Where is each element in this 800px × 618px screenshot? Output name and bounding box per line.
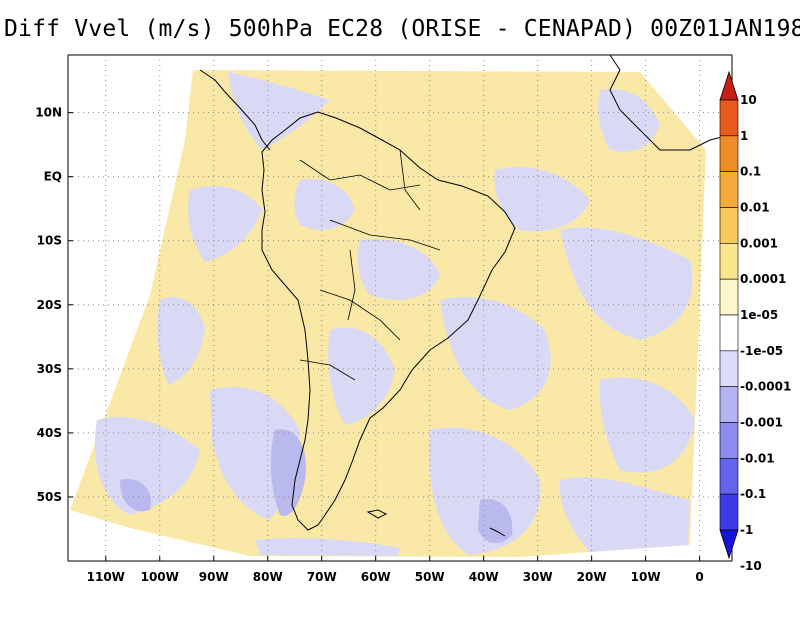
colorbar-segment (719, 99, 739, 137)
colorbar-label: -1 (740, 523, 753, 537)
falklands-outline (366, 509, 388, 519)
colorbar-label: -1e-05 (740, 344, 783, 358)
colorbar-segment (719, 458, 739, 495)
lon-tick-label: 40W (469, 570, 499, 584)
lat-tick-label: 10N (35, 106, 62, 120)
lon-tick-label: 0 (695, 570, 703, 584)
colorbar-label: -10 (740, 559, 762, 573)
colorbar-segment (719, 314, 739, 352)
colorbar-label: 10 (740, 93, 757, 107)
lon-tick-label: 70W (307, 570, 337, 584)
africa-outline (609, 54, 731, 151)
lon-tick-label: 80W (253, 570, 283, 584)
map-panel (67, 54, 733, 562)
central-america-outline (199, 69, 271, 151)
lat-tick-label: EQ (44, 170, 62, 184)
negative-patches (94, 72, 695, 556)
colorbar-segment (719, 135, 739, 172)
colorbar-bottom-arrow (719, 529, 739, 560)
negative-strong-patches (120, 429, 513, 544)
lat-tick-label: 50S (37, 490, 62, 504)
colorbar-label: 1 (740, 129, 748, 143)
lon-tick-label: 90W (199, 570, 229, 584)
lon-axis-labels: 110W 100W 90W 80W 70W 60W 50W 40W 30W 20W 10W 0 (87, 556, 704, 584)
lon-tick-label: 60W (361, 570, 391, 584)
lon-tick-label: 100W (141, 570, 179, 584)
colorbar-label: 0.01 (740, 201, 770, 215)
lat-axis-labels: 10N EQ 10S 20S 30S 40S 50S (35, 106, 73, 504)
lon-tick-label: 10W (631, 570, 661, 584)
colorbar-label: 1e-05 (740, 308, 778, 322)
colorbar-segment (719, 207, 739, 244)
colorbar-label: 0.001 (740, 236, 778, 250)
colorbar-segment (719, 278, 739, 316)
lat-tick-label: 20S (37, 298, 62, 312)
lat-tick-label: 40S (37, 426, 62, 440)
lon-tick-label: 30W (523, 570, 553, 584)
colorbar-label: -0.001 (740, 416, 783, 430)
south-america-outline (261, 111, 516, 531)
colorbar-segment (719, 171, 739, 208)
colorbar-segment (719, 422, 739, 459)
map-grid (68, 55, 732, 561)
country-borders (299, 149, 441, 381)
colorbar-segment (719, 386, 739, 423)
colorbar-label: 0.1 (740, 165, 761, 179)
colorbar-label: -0.01 (740, 451, 775, 465)
continent-outlines (199, 54, 731, 537)
colorbar-segment (719, 493, 739, 531)
colorbar: 10 1 0.1 0.01 0.001 0.0001 1e-05 -1e-05 -0.0001 -… (719, 70, 791, 573)
map-title: Diff Vvel (m/s) 500hPa EC28 (ORISE - CEN… (4, 16, 800, 42)
south-georgia-outline (489, 527, 506, 537)
lat-tick-label: 10S (37, 234, 62, 248)
colorbar-segment (719, 243, 739, 280)
lon-tick-label: 50W (415, 570, 445, 584)
lat-tick-label: 30S (37, 362, 62, 376)
lon-tick-label: 110W (87, 570, 125, 584)
colorbar-label: 0.0001 (740, 272, 786, 286)
colorbar-label: -0.0001 (740, 380, 791, 394)
lon-tick-label: 20W (577, 570, 607, 584)
colorbar-label: -0.1 (740, 487, 766, 501)
colorbar-segment (719, 350, 739, 387)
